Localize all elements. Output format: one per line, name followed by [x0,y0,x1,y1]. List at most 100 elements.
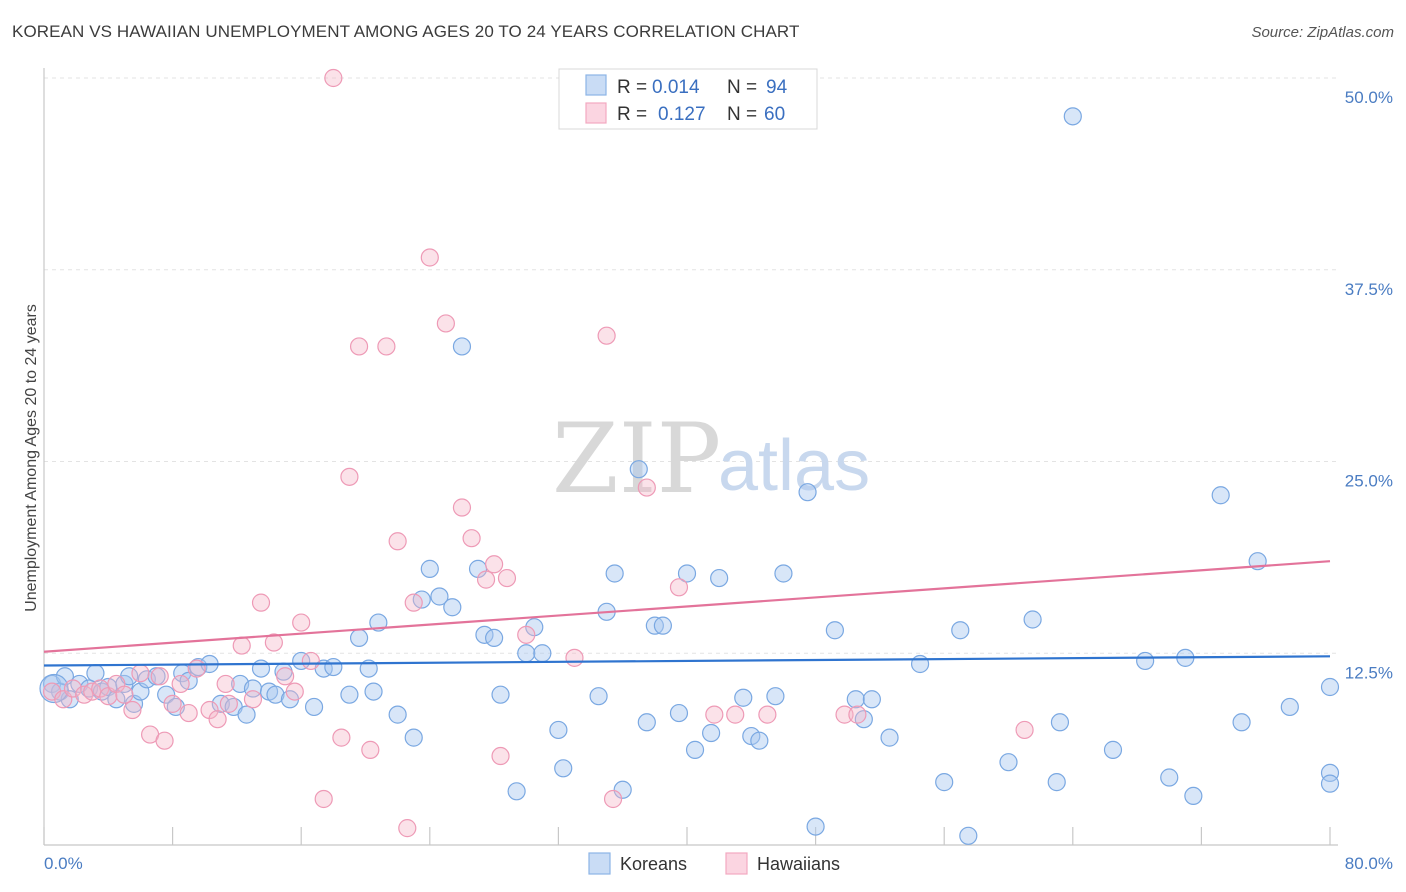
hawaiian-point [63,679,83,698]
korean-point [669,703,689,723]
korean-point [1050,713,1070,732]
hawaiian-point [597,326,616,345]
korean-point [629,460,648,479]
korean-point [613,780,632,799]
korean-point [549,720,568,740]
korean-point [491,685,510,704]
hawaiian-point [216,674,235,694]
korean-point [340,685,359,704]
korean-point [1232,713,1251,732]
hawaiian-point [758,705,777,724]
korean-point [430,587,449,606]
legend-r-label-1: R = [617,77,647,98]
korean-point [935,773,954,792]
bottom-legend-swatch-hawaiians [725,852,748,875]
hawaiian-point [150,667,169,686]
trend-lines [43,560,1331,667]
hawaiian-point [398,819,417,838]
legend-r-value-2: 0.127 [658,104,706,125]
korean-point [854,710,873,729]
hawaiian-point [276,667,295,686]
bottom-legend-label-hawaiians: Hawaiians [757,854,840,874]
hawaiian-point [726,705,745,724]
korean-point [589,687,608,706]
bottom-legend-swatch-koreans [588,852,611,875]
korean-point [846,690,865,709]
hawaiian-point [179,703,198,723]
watermark-atlas: atlas [718,426,870,506]
korean-point [251,659,271,678]
hawaiian-point [285,682,304,701]
series-hawaiians [42,68,1034,838]
korean-point [910,654,930,674]
korean-point [750,731,769,750]
chart-title: KOREAN VS HAWAIIAN UNEMPLOYMENT AMONG AG… [12,22,800,41]
hawaiian-point [251,593,271,612]
korean-point [266,685,285,704]
y-tick-label: 25.0% [1345,472,1393,491]
korean-point [292,651,311,671]
korean-point [1184,786,1203,806]
korean-point [485,628,504,648]
hawaiian-point [491,746,510,766]
korean-point [443,598,462,617]
hawaiian-point [292,613,311,632]
legend-n-label-1: N = [727,77,757,98]
korean-point [734,688,753,707]
korean-point [304,697,324,717]
hawaiian-point [603,789,623,809]
korean-trend-line [43,655,1331,667]
korean-point [999,753,1018,772]
korean-point [1320,677,1340,697]
hawaiian-point [115,685,134,704]
y-tick-label: 50.0% [1345,88,1393,107]
hawaiian-point [208,710,227,729]
legend-n-value-1: 94 [766,77,788,98]
hawaiian-point [452,498,472,517]
korean-point [959,826,978,845]
hawaiian-point [349,337,369,356]
hawaiian-point [420,248,439,267]
hawaiian-point [123,700,142,720]
y-axis-title: Unemployment Among Ages 20 to 24 years [23,304,40,612]
series-legend: Koreans Hawaiians [588,852,840,875]
hawaiian-point [1015,720,1034,740]
korean-point [92,682,111,701]
korean-point-cluster [39,673,69,704]
korean-point [507,782,526,801]
korean-point [359,659,378,678]
hawaiian-point [361,740,380,759]
korean-point [1320,763,1340,783]
korean-point [880,728,899,747]
korean-point [60,690,79,709]
korean-point [1063,107,1082,126]
legend-r-value-1: 0.014 [652,77,700,98]
hawaiian-point [314,789,333,809]
watermark-zip: ZIP [552,403,721,515]
korean-point [349,628,369,648]
korean-point [420,559,439,578]
korean-point [774,564,793,583]
legend-n-value-2: 60 [764,104,785,125]
korean-point [1136,651,1155,671]
korean-point [157,685,176,704]
hawaiian-point [155,731,174,750]
legend-swatch-koreans [585,74,607,96]
korean-point [364,682,383,701]
hawaiian-point [462,529,481,548]
hawaiian-point [835,705,854,724]
korean-point [86,664,105,683]
hawaiian-point [637,478,656,497]
hawaiian-trend-line [43,560,1331,653]
y-tick-label: 12.5% [1345,663,1393,682]
korean-point [1280,697,1299,717]
hawaiian-point [131,664,150,683]
korean-point [237,705,256,724]
hawaiian-point [669,578,689,597]
stats-legend: R = 0.014 N = 94 R = 0.127 N = 60 [558,68,818,130]
korean-point [825,621,844,640]
korean-point [404,728,423,747]
hawaiian-point [517,625,536,644]
hawaiian-point [301,651,320,671]
